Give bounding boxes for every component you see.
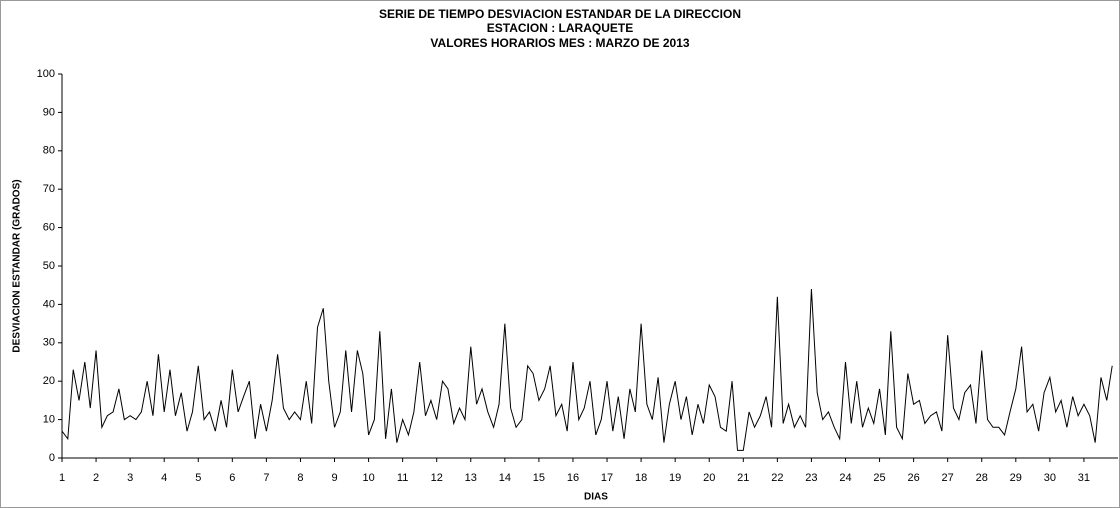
x-tick-label: 9 <box>331 472 337 484</box>
x-tick-label: 20 <box>703 472 715 484</box>
chart-title: SERIE DE TIEMPO DESVIACION ESTANDAR DE L… <box>379 7 741 21</box>
y-tick-label: 30 <box>43 337 55 349</box>
x-tick-label: 6 <box>229 472 235 484</box>
y-tick-label: 80 <box>43 145 55 157</box>
x-tick-label: 18 <box>635 472 647 484</box>
x-tick-label: 24 <box>839 472 851 484</box>
x-tick-label: 1 <box>59 472 65 484</box>
y-tick-label: 60 <box>43 222 55 234</box>
x-tick-label: 4 <box>161 472 167 484</box>
x-tick-label: 30 <box>1044 472 1056 484</box>
x-tick-label: 10 <box>362 472 374 484</box>
x-tick-label: 8 <box>297 472 303 484</box>
x-tick-label: 23 <box>805 472 817 484</box>
x-tick-label: 22 <box>771 472 783 484</box>
y-tick-label: 50 <box>43 260 55 272</box>
x-tick-label: 31 <box>1078 472 1090 484</box>
x-tick-label: 11 <box>397 472 408 484</box>
x-tick-label: 12 <box>431 472 443 484</box>
data-line <box>61 289 1113 451</box>
x-tick-label: 14 <box>499 472 511 484</box>
x-tick-label: 5 <box>195 472 201 484</box>
x-tick-label: 29 <box>1010 472 1022 484</box>
x-tick-label: 17 <box>601 472 613 484</box>
y-axis-title: DESVIACION ESTANDAR (GRADOS) <box>12 179 23 352</box>
y-tick-label: 0 <box>49 452 55 464</box>
y-tick-label: 40 <box>43 298 55 310</box>
y-tick-label: 100 <box>37 68 55 80</box>
y-tick-label: 70 <box>43 183 55 195</box>
x-axis-title: DIAS <box>584 492 608 503</box>
x-tick-label: 13 <box>465 472 477 484</box>
y-tick-label: 20 <box>43 375 55 387</box>
x-tick-label: 25 <box>873 472 885 484</box>
x-tick-label: 28 <box>976 472 988 484</box>
x-tick-label: 21 <box>737 472 749 484</box>
x-tick-label: 19 <box>669 472 681 484</box>
x-tick-label: 27 <box>942 472 954 484</box>
x-tick-label: 2 <box>93 472 99 484</box>
chart-title: ESTACION : LARAQUETE <box>487 21 633 35</box>
x-tick-label: 26 <box>907 472 919 484</box>
y-tick-label: 90 <box>43 106 55 118</box>
chart-title: VALORES HORARIOS MES : MARZO DE 2013 <box>430 36 689 50</box>
y-tick-label: 10 <box>43 414 55 426</box>
x-tick-label: 15 <box>533 472 545 484</box>
x-tick-label: 16 <box>567 472 579 484</box>
x-tick-label: 3 <box>127 472 133 484</box>
x-tick-label: 7 <box>263 472 269 484</box>
